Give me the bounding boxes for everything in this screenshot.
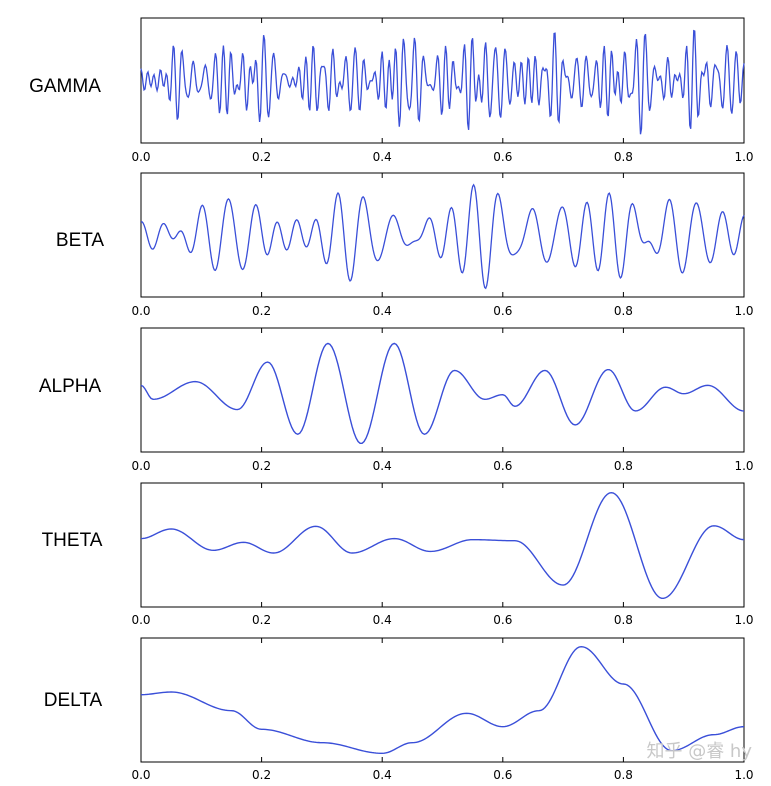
alpha-tick-3: 0.6 [493,459,512,473]
theta-tick-4: 0.8 [614,613,633,627]
beta-panel: BETA 0.0 0.2 0.4 0.6 0.8 1.0 [56,172,754,318]
delta-axes-frame [140,637,745,763]
gamma-trace [140,29,745,135]
beta-tick-0: 0.0 [131,304,150,318]
beta-axes-frame [140,172,745,298]
gamma-axes-frame [140,17,745,144]
delta-tick-4: 0.8 [614,768,633,782]
alpha-tick-4: 0.8 [614,459,633,473]
alpha-panel: ALPHA 0.0 0.2 0.4 0.6 0.8 1.0 [39,327,754,473]
gamma-panel: GAMMA 0.0 0.2 0.4 0.6 0.8 1.0 [29,17,754,164]
beta-trace [140,183,745,290]
theta-trace [140,491,745,600]
theta-axes-frame [140,482,745,608]
theta-panel: THETA 0.0 0.2 0.4 0.6 0.8 1.0 [42,482,754,627]
delta-tick-3: 0.6 [493,768,512,782]
alpha-trace [140,342,745,445]
gamma-label: GAMMA [29,76,101,97]
delta-label: DELTA [44,690,103,711]
gamma-tick-1: 0.2 [252,150,271,164]
beta-label: BETA [56,230,105,251]
alpha-tick-5: 1.0 [734,459,753,473]
theta-tick-2: 0.4 [373,613,392,627]
gamma-tick-3: 0.6 [493,150,512,164]
alpha-tick-0: 0.0 [131,459,150,473]
beta-tick-2: 0.4 [373,304,392,318]
gamma-tick-5: 1.0 [734,150,753,164]
theta-tick-5: 1.0 [734,613,753,627]
delta-trace [140,645,745,755]
alpha-axes-frame [140,327,745,453]
theta-label: THETA [42,530,103,551]
delta-panel: DELTA 0.0 0.2 0.4 0.6 0.8 1.0 [44,637,754,782]
theta-tick-0: 0.0 [131,613,150,627]
beta-tick-4: 0.8 [614,304,633,318]
beta-tick-5: 1.0 [734,304,753,318]
theta-tick-1: 0.2 [252,613,271,627]
alpha-label: ALPHA [39,376,102,397]
beta-tick-1: 0.2 [252,304,271,318]
gamma-tick-4: 0.8 [614,150,633,164]
watermark-text: 知乎 @睿 hy [646,741,752,762]
beta-tick-3: 0.6 [493,304,512,318]
delta-tick-0: 0.0 [131,768,150,782]
delta-tick-1: 0.2 [252,768,271,782]
alpha-tick-2: 0.4 [373,459,392,473]
delta-tick-2: 0.4 [373,768,392,782]
gamma-tick-0: 0.0 [131,150,150,164]
gamma-tick-2: 0.4 [373,150,392,164]
theta-tick-3: 0.6 [493,613,512,627]
delta-tick-5: 1.0 [734,768,753,782]
alpha-tick-1: 0.2 [252,459,271,473]
